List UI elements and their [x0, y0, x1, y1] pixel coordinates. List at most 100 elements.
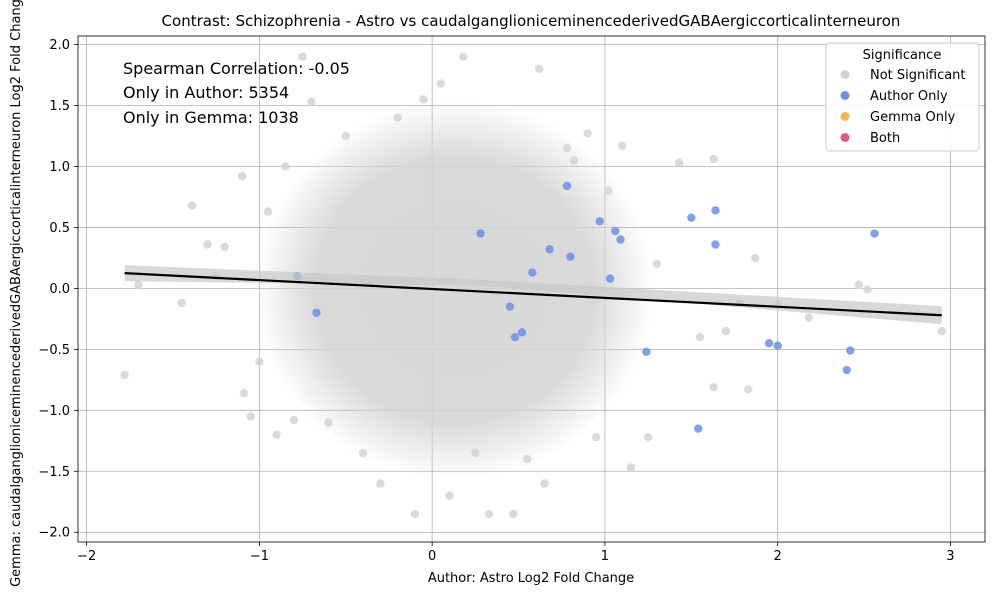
legend-title: Significance	[863, 48, 942, 63]
author-only-point	[312, 308, 321, 317]
not-significant-point	[376, 479, 385, 488]
legend-box	[825, 42, 980, 152]
not-significant-point	[419, 95, 428, 104]
author-only-point	[562, 181, 572, 191]
x-axis-ticks: −2 −1 0 1 2 3	[77, 542, 955, 564]
not-significant-point	[410, 509, 420, 519]
not-significant-point	[484, 509, 494, 519]
author-only-point	[616, 235, 625, 244]
author-only-point	[476, 229, 485, 238]
not-significant-point	[604, 186, 613, 196]
not-significant-point	[289, 415, 299, 425]
x-axis-title: Author: Astro Log2 Fold Change	[428, 571, 634, 586]
not-significant-point	[298, 52, 307, 61]
author-only-point	[687, 213, 696, 222]
not-significant-point	[203, 240, 212, 249]
author-only-point	[595, 217, 604, 226]
author-only-point	[545, 245, 554, 254]
legend-marker-both	[840, 133, 850, 142]
not-significant-point	[307, 97, 316, 107]
not-significant-point	[863, 285, 872, 294]
y-axis-title: Gemma: caudalganglioniceminencederivedGA…	[9, 0, 24, 587]
author-only-point	[870, 229, 879, 238]
not-significant-point	[246, 412, 255, 421]
not-significant-point	[535, 64, 544, 74]
plot-frame	[77, 35, 986, 543]
y-tick-label: −2.0	[38, 526, 70, 541]
spearman-correlation-annotation: Spearman Correlation: -0.05	[123, 59, 350, 78]
author-only-point	[517, 328, 527, 337]
not-significant-point	[393, 113, 402, 122]
author-only-point	[846, 346, 855, 355]
not-significant-point	[562, 143, 572, 153]
only-in-gemma-annotation: Only in Gemma: 1038	[123, 108, 299, 127]
legend-label-not-significant: Not Significant	[870, 68, 966, 83]
not-significant-point	[618, 141, 627, 150]
not-significant-point	[744, 385, 753, 394]
not-significant-point	[675, 158, 684, 168]
not-significant-point	[522, 454, 532, 464]
x-tick-label: 2	[774, 549, 782, 564]
author-only-point	[694, 424, 703, 433]
legend: Significance Not Significant Author Only G…	[825, 42, 980, 152]
not-significant-point	[445, 491, 454, 500]
not-significant-point	[643, 432, 653, 442]
not-significant-point	[459, 52, 468, 61]
regression-line	[124, 272, 942, 317]
x-tick-label: 3	[946, 549, 954, 564]
author-only-point	[842, 365, 851, 375]
not-significant-point	[220, 242, 230, 252]
not-significant-point	[281, 162, 290, 171]
y-tick-label: 2.0	[49, 38, 70, 53]
regression-confidence-band	[124, 265, 942, 325]
author-only-point	[505, 302, 515, 311]
not-significant-point	[341, 131, 350, 141]
author-only-point	[764, 339, 774, 348]
not-significant-point	[263, 207, 273, 216]
not-significant-point	[652, 259, 661, 269]
author-only-point	[566, 252, 575, 261]
y-tick-label: −1.0	[38, 404, 70, 419]
not-significant-point	[751, 253, 760, 263]
y-tick-label: 0.5	[49, 221, 70, 236]
author-only-point	[711, 240, 720, 249]
not-significant-point	[324, 418, 333, 427]
x-tick-label: −1	[250, 549, 269, 564]
not-significant-point	[120, 370, 129, 380]
not-significant-point	[626, 463, 636, 472]
not-significant-point	[358, 448, 368, 458]
author-only-point	[510, 332, 520, 342]
not-significant-point	[187, 201, 197, 210]
legend-marker-gemma-only	[840, 112, 850, 121]
legend-label-gemma-only: Gemma Only	[870, 110, 956, 125]
x-tick-label: 0	[428, 549, 436, 564]
not-significant-point	[854, 280, 864, 289]
not-significant-point	[177, 298, 186, 308]
not-significant-point	[721, 326, 731, 336]
not-significant-point	[509, 509, 518, 519]
not-significant-point	[134, 280, 143, 289]
not-significant-point	[255, 357, 264, 366]
not-significant-point	[436, 79, 445, 88]
y-tick-label: 0.0	[49, 282, 70, 297]
not-significant-point	[937, 326, 947, 336]
author-only-point	[642, 347, 651, 356]
not-significant-point	[239, 389, 249, 398]
not-significant-point	[592, 432, 601, 442]
not-significant-point	[471, 448, 480, 458]
author-only-point	[711, 206, 720, 215]
data-points	[120, 52, 947, 519]
not-significant-point	[695, 332, 705, 342]
author-only-point	[528, 268, 537, 277]
not-significant-point	[569, 156, 579, 165]
author-only-point	[773, 341, 782, 350]
regression-layer	[124, 265, 942, 325]
author-only-point	[611, 226, 620, 236]
author-only-point	[605, 274, 615, 283]
legend-marker-not-significant	[840, 70, 850, 79]
legend-label-author-only: Author Only	[870, 89, 948, 104]
chart-title: Contrast: Schizophrenia - Astro vs cauda…	[162, 12, 901, 30]
x-tick-label: 1	[601, 549, 609, 564]
legend-marker-author-only	[840, 91, 850, 100]
